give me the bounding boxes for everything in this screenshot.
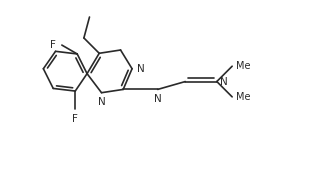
Text: F: F	[50, 40, 56, 50]
Text: Me: Me	[236, 61, 251, 71]
Text: Me: Me	[236, 92, 251, 102]
Text: N: N	[220, 77, 227, 87]
Text: N: N	[98, 97, 105, 107]
Text: N: N	[154, 94, 162, 104]
Text: N: N	[137, 64, 145, 74]
Text: F: F	[72, 114, 78, 124]
